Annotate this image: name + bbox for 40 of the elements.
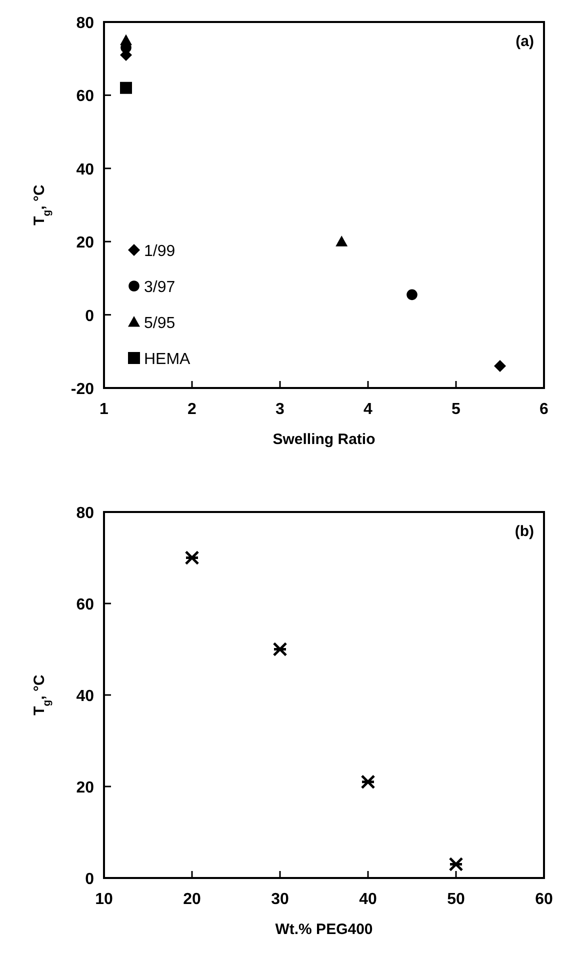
point <box>448 857 464 872</box>
y-tick-label: 40 <box>76 161 94 178</box>
legend-label: 1/99 <box>144 243 176 260</box>
point <box>272 642 288 656</box>
point <box>184 550 200 565</box>
y-tick-label: 0 <box>85 308 94 325</box>
x-tick-label: 30 <box>271 891 289 908</box>
x-axis-title: Swelling Ratio <box>272 431 376 448</box>
x-tick-label: 5 <box>452 401 461 418</box>
x-tick-label: 20 <box>183 891 201 908</box>
y-tick-label: 60 <box>76 596 94 614</box>
point <box>120 82 132 94</box>
x-tick-label: 50 <box>447 891 465 908</box>
y-tick-label: 20 <box>76 234 94 252</box>
point <box>406 289 418 300</box>
y-tick-label: 80 <box>76 505 94 522</box>
annotation: (a) <box>516 33 534 50</box>
y-tick-label: 40 <box>76 688 94 705</box>
legend-label: 3/97 <box>144 279 176 296</box>
x-tick-label: 4 <box>364 401 373 418</box>
point <box>494 360 506 372</box>
x-tick-label: 3 <box>276 401 285 418</box>
x-tick-label: 6 <box>540 401 549 418</box>
y-tick-label: 20 <box>76 780 94 796</box>
x-tick-label: 1 <box>100 401 109 418</box>
x-tick-label: 2 <box>188 401 197 418</box>
y-tick-label: -20 <box>70 381 94 398</box>
point <box>336 236 348 246</box>
y-tick-label: 80 <box>76 15 94 32</box>
point <box>120 34 132 46</box>
x-tick-label: 40 <box>359 891 377 908</box>
legend-label: 5/95 <box>144 315 176 332</box>
y-tick-label: 0 <box>85 871 94 888</box>
x-axis-title: Wt.% PEG400 <box>275 921 373 938</box>
point <box>360 774 376 790</box>
y-tick-label: 60 <box>76 88 94 106</box>
annotation: (b) <box>514 523 534 540</box>
legend-label: HEMA <box>144 351 191 368</box>
x-tick-label: 60 <box>535 891 553 908</box>
x-tick-label: 10 <box>95 891 113 908</box>
